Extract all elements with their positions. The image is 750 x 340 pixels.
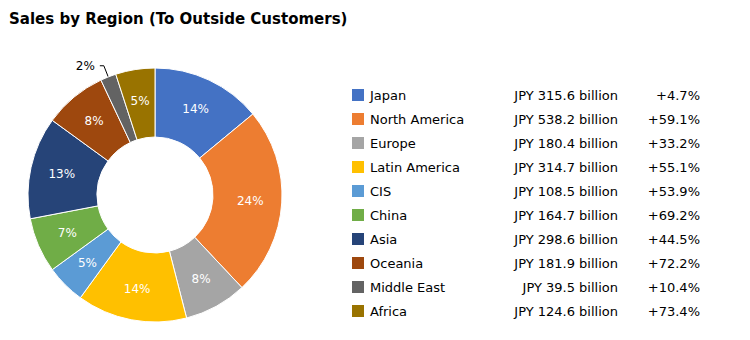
svg-text:JPY 314.7 billion: JPY 314.7 billion [513,160,618,175]
svg-text:CIS: CIS [370,184,391,199]
svg-text:5%: 5% [78,256,97,270]
svg-text:+53.9%: +53.9% [648,184,700,199]
svg-text:24%: 24% [237,194,264,208]
svg-text:JPY 39.5 billion: JPY 39.5 billion [522,280,618,295]
svg-text:North America: North America [370,112,464,127]
svg-text:+4.7%: +4.7% [656,88,700,103]
svg-text:2%: 2% [76,59,95,73]
svg-text:+73.4%: +73.4% [648,304,700,319]
svg-text:+33.2%: +33.2% [648,136,700,151]
svg-text:Europe: Europe [370,136,416,151]
svg-text:13%: 13% [48,167,75,181]
svg-text:+55.1%: +55.1% [648,160,700,175]
svg-text:+72.2%: +72.2% [648,256,700,271]
svg-text:JPY 180.4 billion: JPY 180.4 billion [513,136,618,151]
svg-text:Asia: Asia [370,232,397,247]
svg-text:8%: 8% [191,272,210,286]
svg-text:+10.4%: +10.4% [648,280,700,295]
svg-text:8%: 8% [85,114,104,128]
svg-text:JPY 538.2 billion: JPY 538.2 billion [513,112,618,127]
svg-text:5%: 5% [131,94,150,108]
svg-text:Middle East: Middle East [370,280,445,295]
svg-text:JPY 315.6 billion: JPY 315.6 billion [513,88,618,103]
svg-text:+69.2%: +69.2% [648,208,700,223]
svg-text:+44.5%: +44.5% [648,232,700,247]
svg-text:7%: 7% [58,226,77,240]
svg-text:Africa: Africa [370,304,407,319]
svg-text:14%: 14% [124,282,151,296]
svg-text:14%: 14% [182,102,209,116]
svg-text:JPY 124.6 billion: JPY 124.6 billion [513,304,618,319]
svg-text:China: China [370,208,407,223]
svg-text:Latin America: Latin America [370,160,460,175]
svg-text:JPY 298.6 billion: JPY 298.6 billion [513,232,618,247]
svg-text:Sales by Region (To Outside Cu: Sales by Region (To Outside Customers) [9,10,347,28]
svg-text:JPY 108.5 billion: JPY 108.5 billion [513,184,618,199]
svg-text:+59.1%: +59.1% [648,112,700,127]
svg-text:JPY 164.7 billion: JPY 164.7 billion [513,208,618,223]
svg-text:JPY 181.9 billion: JPY 181.9 billion [513,256,618,271]
svg-text:Japan: Japan [369,88,406,103]
svg-text:Oceania: Oceania [370,256,423,271]
